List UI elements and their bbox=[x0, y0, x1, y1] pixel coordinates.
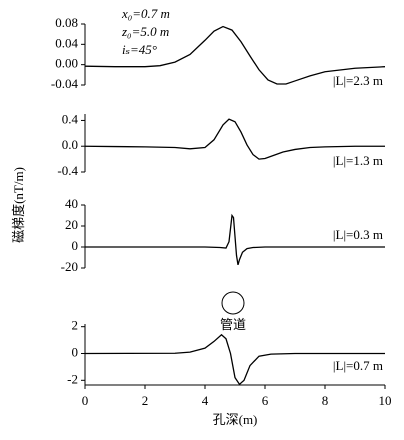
y-tick-label: 20 bbox=[65, 217, 78, 232]
x-tick-label: 4 bbox=[202, 393, 209, 408]
y-tick-label: -0.4 bbox=[57, 163, 78, 178]
y-tick-label: 0.08 bbox=[55, 15, 78, 30]
data-line bbox=[84, 25, 386, 85]
y-tick-label: 0 bbox=[72, 238, 79, 253]
annotation: z₀=5.0 m bbox=[121, 24, 169, 39]
y-tick-label: 0.0 bbox=[62, 137, 78, 152]
y-tick-label: 0.4 bbox=[62, 111, 79, 126]
y-tick-label: 0.00 bbox=[55, 56, 78, 71]
x-tick-label: 0 bbox=[82, 393, 89, 408]
panel-label: |L|=2.3 m bbox=[333, 73, 383, 88]
annotation: iₛ=45° bbox=[122, 42, 157, 57]
y-axis-label: 磁梯度(nT/m) bbox=[11, 167, 26, 243]
annotation: x₀=0.7 m bbox=[121, 6, 170, 21]
data-line bbox=[85, 213, 385, 266]
panel-label: |L|=0.3 m bbox=[333, 227, 383, 242]
pipe-symbol bbox=[221, 291, 245, 315]
data-line bbox=[84, 333, 385, 386]
y-tick-label: -0.04 bbox=[51, 76, 79, 91]
x-axis-label: 孔深(m) bbox=[213, 412, 258, 427]
y-tick-label: 0.04 bbox=[55, 35, 78, 50]
y-tick-label: 0 bbox=[72, 344, 79, 359]
x-tick-label: 10 bbox=[379, 393, 392, 408]
x-tick-label: 8 bbox=[322, 393, 329, 408]
x-tick-label: 6 bbox=[262, 393, 269, 408]
y-tick-label: -2 bbox=[67, 371, 78, 386]
y-tick-label: 2 bbox=[72, 318, 79, 333]
annotation: 管道 bbox=[220, 317, 246, 332]
y-tick-label: 40 bbox=[65, 196, 78, 211]
panel-label: |L|=0.7 m bbox=[333, 358, 383, 373]
data-line bbox=[84, 118, 385, 160]
y-tick-label: -20 bbox=[61, 259, 78, 274]
panel-label: |L|=1.3 m bbox=[333, 153, 383, 168]
x-tick-label: 2 bbox=[142, 393, 149, 408]
